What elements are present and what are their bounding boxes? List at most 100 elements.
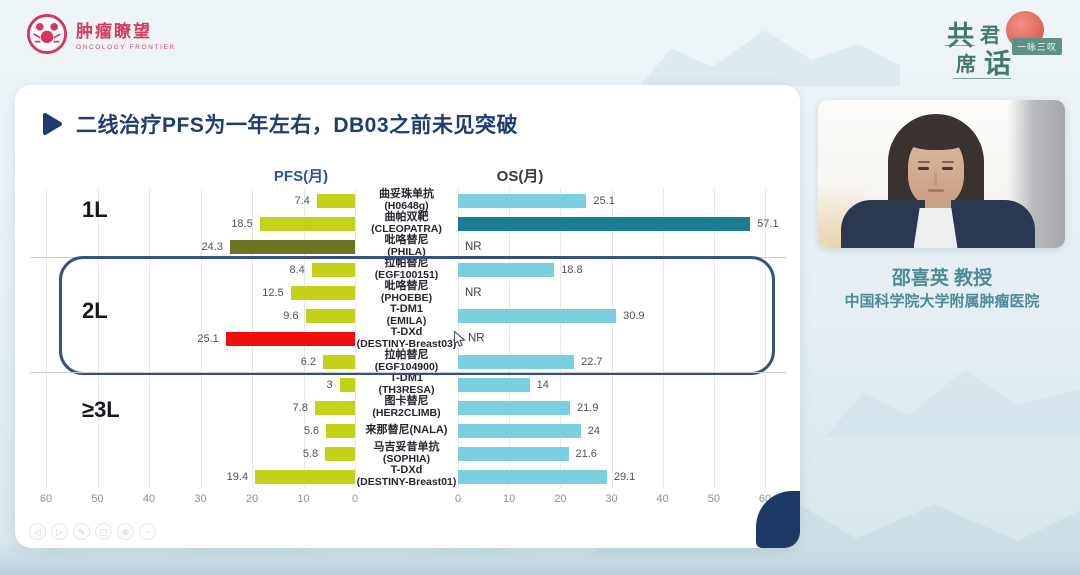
pfs-bar xyxy=(259,216,355,231)
os-cell: 30.9 xyxy=(458,304,765,327)
os-value: 18.8 xyxy=(561,263,583,276)
axis-tick: 10 xyxy=(503,493,516,505)
minimize-button[interactable]: − xyxy=(139,523,156,540)
os-cell: NR xyxy=(453,327,765,350)
decor-mountains-right-panel xyxy=(825,369,1080,437)
axis-tick: 20 xyxy=(245,493,259,505)
chart: PFS(月) OS(月) 7.4 曲妥珠单抗 (H0648g) 25.1 18.5 曲帕双… xyxy=(30,165,787,515)
drug-name: 吡咯替尼 xyxy=(384,234,429,246)
gridline xyxy=(560,189,562,488)
drug-name: 拉帕替尼 xyxy=(384,349,429,361)
pfs-value: 24.3 xyxy=(201,240,223,253)
pfs-bar xyxy=(229,239,355,254)
os-value: 30.9 xyxy=(623,309,645,322)
pfs-value: 25.1 xyxy=(197,332,219,345)
trial-name: (H0648g) xyxy=(384,199,429,212)
pfs-value: 7.8 xyxy=(292,401,308,414)
pfs-value: 9.6 xyxy=(283,309,299,322)
pfs-cell: 7.8 xyxy=(46,396,355,419)
os-bar xyxy=(458,400,571,415)
chart-row: 3 T-DM1 (TH3RESA) 14 xyxy=(46,372,765,396)
os-value: 21.6 xyxy=(575,447,597,460)
trial-name: (PHOEBE) xyxy=(380,291,433,304)
row-label: T-DM1 (EMILA) xyxy=(355,303,458,327)
pfs-cell: 6.2 xyxy=(46,350,355,373)
row-label: 拉帕替尼 (EGF100151) xyxy=(355,257,458,281)
gridline xyxy=(355,189,356,488)
event-logo-char: 席 xyxy=(956,54,976,76)
os-bar xyxy=(458,216,751,231)
shape-tool-button[interactable]: ▢ xyxy=(95,523,112,540)
pfs-bar xyxy=(290,285,355,300)
presenter-affiliation: 中国科学院大学附属肿瘤医院 xyxy=(844,293,1040,310)
drug-name: 吡咯替尼 xyxy=(384,280,429,292)
chart-row: 19.4 T-DXd (DESTINY-Breast01) 29.1 xyxy=(46,464,765,488)
nr-text: NR xyxy=(468,332,485,345)
os-nr-label: NR xyxy=(453,330,485,347)
pfs-axis-header: PFS(月) xyxy=(273,168,329,185)
pfs-cell: 19.4 xyxy=(46,465,355,488)
pfs-cell: 7.4 xyxy=(46,189,355,212)
axis-tick: 10 xyxy=(297,493,310,505)
axis-tick: 30 xyxy=(605,493,618,505)
chart-row: 6.2 拉帕替尼 (EGF104900) 22.7 xyxy=(46,349,765,373)
trial-name: (EGF100151) xyxy=(374,268,439,281)
slide-toolbar: ◁ ▷ ✎ ▢ ⊕ − xyxy=(29,523,156,540)
pfs-value: 6.2 xyxy=(300,355,317,368)
next-slide-button[interactable]: ▷ xyxy=(51,523,68,540)
trial-name: (EGF104900) xyxy=(374,360,439,373)
pfs-value: 5.8 xyxy=(302,447,319,460)
chart-row: 9.6 T-DM1 (EMILA) 30.9 xyxy=(46,303,765,327)
trial-name: (TH3RESA) xyxy=(378,383,435,396)
row-label: 吡咯替尼 (PHOEBE) xyxy=(355,280,458,304)
zoom-tool-button[interactable]: ⊕ xyxy=(117,523,134,540)
presenter-video[interactable] xyxy=(818,100,1065,248)
axis-tick: 60 xyxy=(39,493,53,505)
slide: 二线治疗PFS为一年左右，DB03之前未见突破 PFS(月) OS(月) 7.4… xyxy=(15,85,800,548)
drug-name: 马吉妥昔单抗 xyxy=(373,441,440,453)
os-cell: 24 xyxy=(458,419,765,442)
row-label: 图卡替尼 (HER2CLIMB) xyxy=(355,395,458,419)
chart-row: 7.4 曲妥珠单抗 (H0648g) 25.1 xyxy=(46,188,765,212)
pfs-bar xyxy=(305,308,355,323)
pfs-value: 3 xyxy=(326,378,333,391)
os-cell: 18.8 xyxy=(458,258,765,281)
pfs-bar xyxy=(311,262,355,277)
gridline xyxy=(509,189,511,488)
os-bar xyxy=(458,446,569,461)
oncology-frontier-logo: 肿瘤瞭望 ONCOLOGY FRONTIER xyxy=(26,13,176,55)
os-value: 21.9 xyxy=(577,401,599,414)
presenter-name: 邵喜英 教授 xyxy=(891,268,993,289)
logo-title: 肿瘤瞭望 xyxy=(76,22,152,41)
gridline xyxy=(97,189,99,488)
os-cell: 21.9 xyxy=(458,396,765,419)
row-label: 来那替尼(NALA) xyxy=(355,419,458,442)
os-cell: 57.1 xyxy=(458,212,779,235)
prev-slide-button[interactable]: ◁ xyxy=(29,523,46,540)
axis-tick: 50 xyxy=(707,493,720,505)
row-label: 吡咯替尼 (PHILA) xyxy=(355,234,458,258)
row-label: 拉帕替尼 (EGF104900) xyxy=(355,349,458,373)
os-value: 25.1 xyxy=(593,194,615,207)
drug-name: 拉帕替尼 xyxy=(384,257,429,269)
slide-title: 二线治疗PFS为一年左右，DB03之前未见突破 xyxy=(76,114,519,137)
drug-name: 图卡替尼 xyxy=(384,395,429,407)
trial-name: (PHILA) xyxy=(387,245,426,258)
nr-text: NR xyxy=(465,286,482,299)
trial-name: (DESTINY-Breast03) xyxy=(356,337,457,350)
drug-name: 曲帕双靶 xyxy=(384,211,429,223)
annotate-button[interactable]: ✎ xyxy=(73,523,90,540)
gridline xyxy=(200,189,202,488)
logo-subtitle: ONCOLOGY FRONTIER xyxy=(76,44,176,51)
os-cell: NR xyxy=(458,281,765,304)
gridline xyxy=(662,189,664,488)
row-label: T-DXd (DESTINY-Breast03) xyxy=(355,326,458,350)
decor-underline xyxy=(945,45,975,46)
os-cell: 25.1 xyxy=(458,189,765,212)
pfs-value: 19.4 xyxy=(226,470,249,483)
trial-name: (EMILA) xyxy=(386,314,427,327)
mouse-cursor-icon xyxy=(453,330,466,347)
gridline xyxy=(713,189,715,488)
os-value: 24 xyxy=(587,424,601,437)
os-axis-header: OS(月) xyxy=(496,168,544,185)
